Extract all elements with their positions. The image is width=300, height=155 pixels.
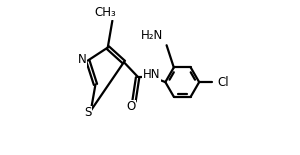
Text: O: O bbox=[126, 100, 135, 113]
Text: N: N bbox=[78, 53, 87, 66]
Text: S: S bbox=[84, 106, 92, 119]
Text: HN: HN bbox=[143, 68, 160, 81]
Text: CH₃: CH₃ bbox=[94, 6, 116, 19]
Text: H₂N: H₂N bbox=[141, 29, 163, 42]
Text: Cl: Cl bbox=[218, 76, 229, 89]
